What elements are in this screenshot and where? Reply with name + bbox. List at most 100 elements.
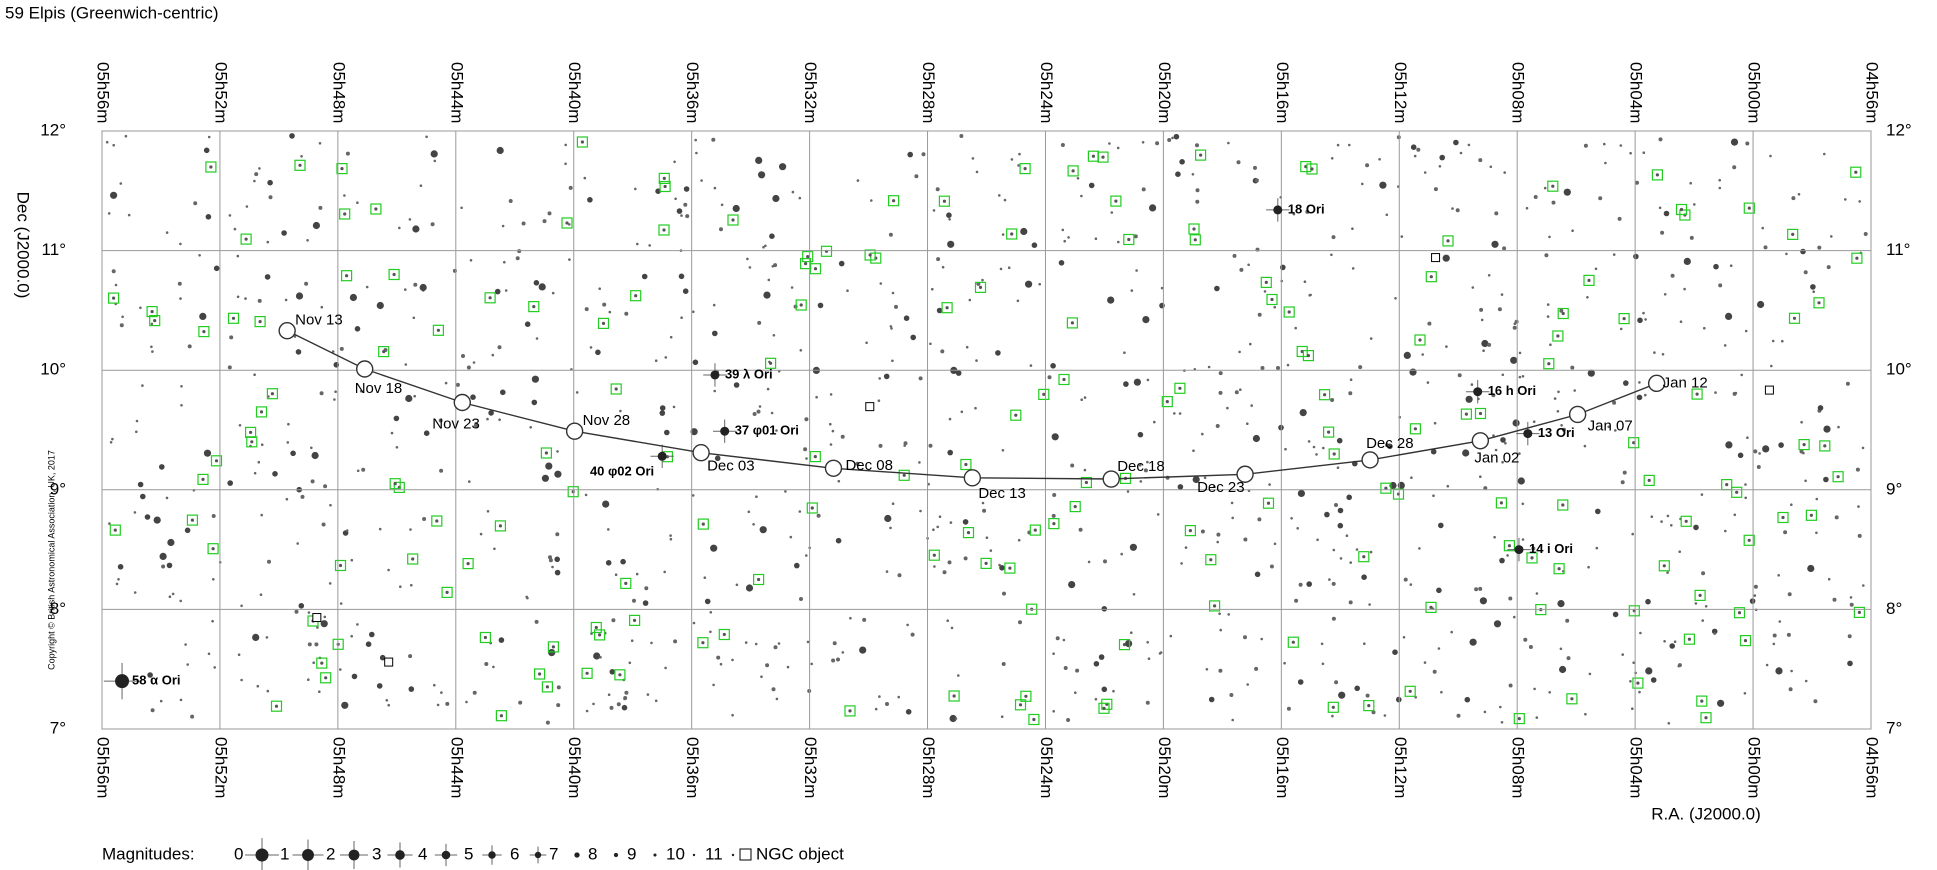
field-star	[1583, 143, 1588, 148]
field-star	[1663, 640, 1666, 643]
field-star	[856, 179, 860, 182]
galaxy-core	[1010, 232, 1014, 236]
field-star	[918, 461, 921, 464]
field-star	[1565, 618, 1570, 623]
field-star	[1195, 188, 1200, 193]
field-star	[1645, 598, 1651, 605]
field-star	[1058, 260, 1065, 266]
field-star	[385, 699, 389, 702]
galaxy-marker	[1819, 440, 1831, 452]
plot-frame	[101, 130, 1872, 730]
field-star	[1518, 452, 1521, 455]
field-star	[1129, 543, 1137, 551]
field-star	[150, 708, 155, 713]
galaxy-marker	[1777, 511, 1789, 524]
track-point	[1647, 374, 1666, 393]
field-star	[1138, 463, 1142, 467]
field-star	[793, 304, 798, 309]
field-star	[1523, 637, 1528, 642]
field-star	[1226, 406, 1229, 410]
field-star	[1810, 284, 1816, 290]
galaxy-core	[634, 294, 638, 298]
galaxy-core	[813, 267, 818, 271]
field-star	[1637, 317, 1643, 324]
x-tick-label: 05h00m	[1745, 737, 1764, 798]
x-tick-label: 05h08m	[1509, 737, 1528, 798]
y-tick-label: 11°	[1886, 240, 1910, 259]
field-star	[1273, 305, 1276, 309]
galaxy-core	[270, 392, 274, 396]
galaxy-marker	[614, 669, 626, 681]
galaxy-marker	[479, 631, 491, 644]
field-star	[1556, 410, 1560, 413]
field-star	[829, 443, 833, 446]
galaxy-core	[1622, 317, 1626, 321]
galaxy-marker	[462, 557, 474, 570]
galaxy-marker	[227, 312, 240, 324]
star-disc	[441, 850, 451, 860]
field-star	[150, 345, 153, 349]
field-star	[692, 621, 696, 625]
field-star	[1518, 351, 1522, 355]
field-star	[1734, 391, 1738, 395]
field-star	[1067, 236, 1070, 239]
ngc-marker	[1764, 385, 1774, 395]
field-star	[526, 596, 529, 600]
galaxy-core	[1817, 301, 1821, 305]
field-star	[1403, 577, 1408, 582]
track-point	[824, 459, 843, 477]
field-star	[950, 626, 954, 630]
field-star	[731, 713, 734, 717]
field-star	[1433, 421, 1437, 425]
field-star	[1503, 171, 1506, 174]
track-point	[1361, 451, 1379, 469]
field-star	[1587, 369, 1595, 377]
field-star	[955, 370, 962, 376]
galaxy-core	[1209, 558, 1213, 562]
field-star	[1253, 165, 1257, 170]
field-star	[1703, 326, 1706, 330]
field-star	[1499, 557, 1505, 564]
field-star	[1689, 181, 1692, 185]
galaxy-core	[1367, 704, 1371, 708]
field-star	[1010, 158, 1014, 161]
field-star	[135, 419, 139, 423]
field-star	[1790, 503, 1793, 507]
field-star	[461, 354, 465, 358]
galaxy-marker	[1743, 202, 1755, 214]
field-star	[193, 201, 198, 206]
field-star	[784, 490, 787, 493]
galaxy-core	[813, 455, 817, 459]
field-star	[1823, 152, 1826, 156]
galaxy-marker	[540, 447, 553, 459]
x-tick-label: 05h48m	[329, 62, 348, 123]
field-star	[1298, 582, 1303, 587]
field-star	[472, 361, 476, 364]
field-star	[1315, 453, 1318, 456]
galaxy-core	[1747, 538, 1751, 542]
field-star	[583, 176, 587, 180]
field-star	[636, 242, 639, 246]
field-star	[1354, 685, 1360, 692]
star-label: 58 α Ori	[132, 673, 180, 688]
field-star	[354, 326, 361, 332]
galaxy-core	[1507, 544, 1511, 548]
field-star	[184, 527, 191, 534]
x-tick-label: 05h32m	[801, 62, 820, 123]
field-star	[1025, 280, 1033, 288]
field-star	[720, 203, 724, 207]
field-star	[165, 231, 169, 234]
field-star	[1232, 253, 1237, 258]
track-point	[1568, 405, 1587, 424]
galaxy-marker	[597, 317, 610, 329]
field-star	[1729, 264, 1733, 268]
field-star	[1658, 137, 1663, 142]
galaxy-core	[1792, 316, 1797, 320]
field-star	[147, 672, 153, 678]
field-star	[112, 143, 115, 147]
field-star	[692, 310, 695, 314]
field-star	[1598, 196, 1603, 201]
field-star	[975, 170, 979, 174]
field-star	[1442, 254, 1450, 262]
galaxy-marker	[378, 346, 390, 358]
